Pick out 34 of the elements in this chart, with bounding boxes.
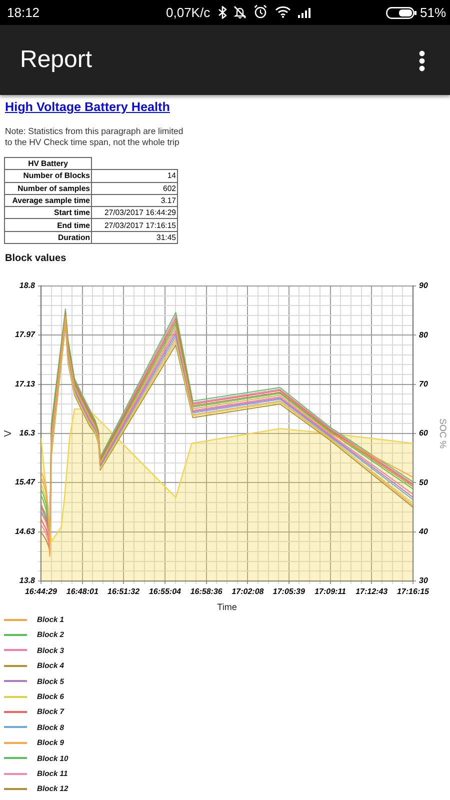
y-tick-label: 15.47	[14, 478, 36, 487]
x-tick-label: 17:16:15	[396, 587, 430, 596]
y-tick-label: 17.13	[14, 380, 36, 389]
y2-axis-title: SOC %	[438, 418, 448, 449]
y2-tick-label: 40	[418, 527, 428, 536]
y2-tick-label: 90	[419, 281, 428, 290]
x-tick-label: 17:12:43	[356, 587, 388, 596]
x-tick-label: 16:55:04	[148, 587, 182, 596]
text: Note: Statistics from this paragraph are limited to the HV Check time span, not the whole trip	[5, 126, 184, 148]
x-tick-label: 17:05:39	[272, 587, 306, 596]
x-tick-label: 16:51:32	[108, 587, 140, 596]
y-tick-label: 14.63	[14, 527, 36, 536]
x-tick-label: 17:09:11	[314, 587, 347, 596]
y-tick-label: 13.8	[19, 576, 36, 586]
y-axis-title: V	[2, 430, 14, 437]
y2-tick-label: 60	[419, 428, 428, 438]
y-tick-label: 16.3	[19, 428, 36, 438]
text: 51%	[420, 5, 446, 20]
x-tick-label: 16:58:36	[190, 587, 223, 596]
x-tick-label: 16:48:01	[66, 587, 99, 596]
y-tick-label: 17.97	[14, 330, 36, 340]
x-tick-label: 17:02:08	[232, 587, 264, 596]
x-tick-label: 16:44:29	[24, 587, 58, 596]
y-tick-label: 18.8	[19, 281, 36, 290]
y2-tick-label: 30	[419, 576, 428, 586]
text: High Voltage Battery Health	[5, 99, 170, 115]
y2-tick-label: 50	[419, 478, 428, 487]
x-axis-title: Time	[217, 602, 237, 612]
text: Report	[20, 46, 92, 74]
y2-tick-label: 70	[419, 380, 428, 389]
text: 18:12	[7, 5, 40, 20]
text: 0,07K/c	[166, 5, 210, 20]
chart-title: Block values	[5, 252, 66, 265]
y2-tick-label: 80	[419, 330, 428, 340]
